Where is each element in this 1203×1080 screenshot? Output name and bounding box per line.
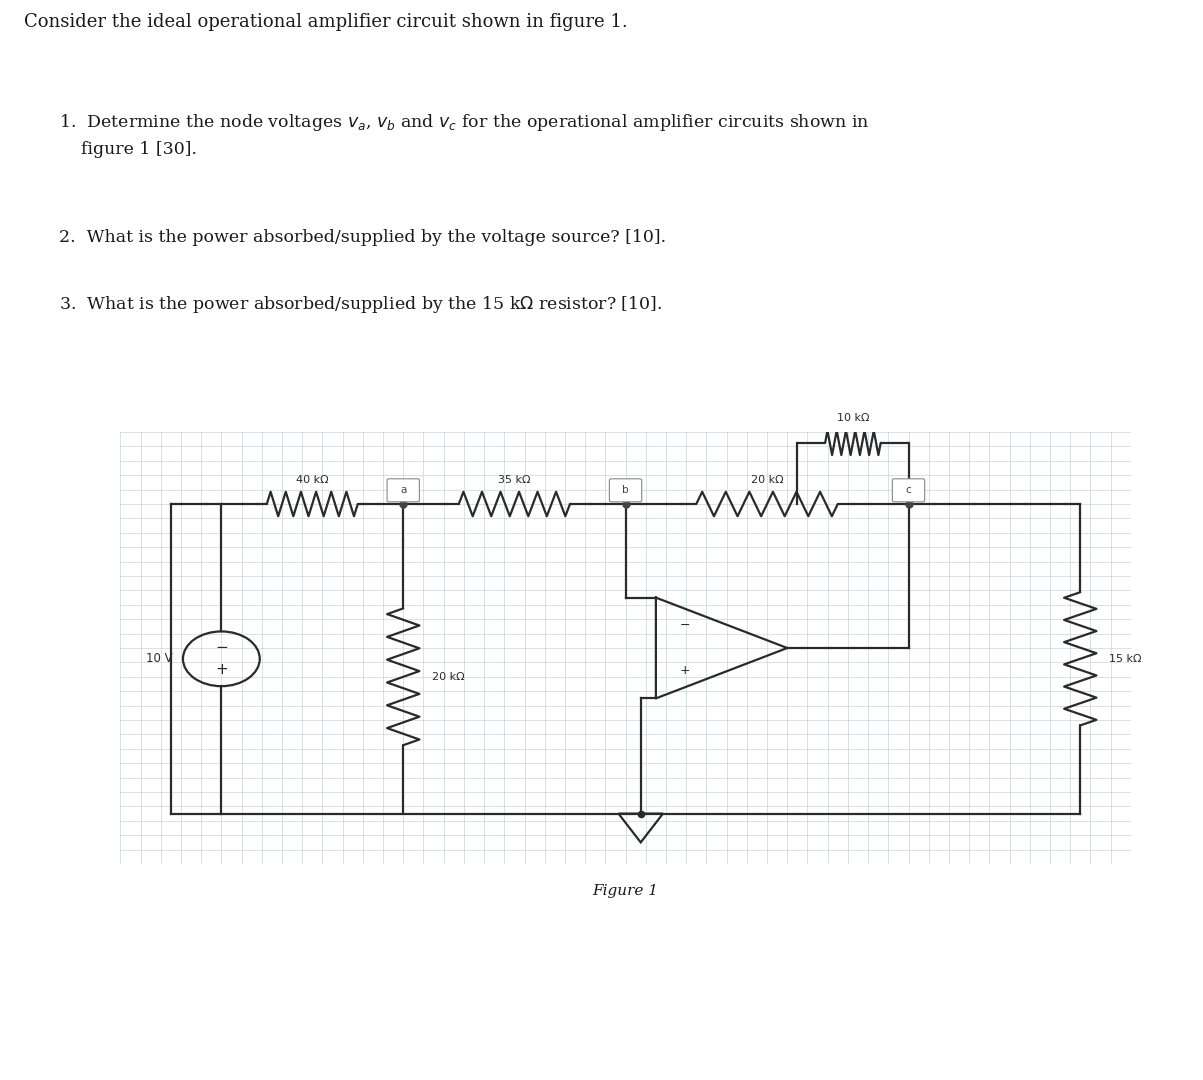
Text: 3.  What is the power absorbed/supplied by the 15 k$\Omega$ resistor? [10].: 3. What is the power absorbed/supplied b… xyxy=(59,294,662,314)
Text: Figure 1: Figure 1 xyxy=(593,885,658,897)
Text: c: c xyxy=(906,485,912,496)
Text: Consider the ideal operational amplifier circuit shown in figure 1.: Consider the ideal operational amplifier… xyxy=(24,13,628,31)
Text: −: − xyxy=(680,619,691,632)
Text: 40 kΩ: 40 kΩ xyxy=(296,474,328,485)
FancyBboxPatch shape xyxy=(387,478,420,502)
Text: b: b xyxy=(622,485,629,496)
Text: 15 kΩ: 15 kΩ xyxy=(1109,653,1142,664)
Text: −: − xyxy=(215,640,227,656)
Text: 2.  What is the power absorbed/supplied by the voltage source? [10].: 2. What is the power absorbed/supplied b… xyxy=(59,229,665,246)
Text: a: a xyxy=(401,485,407,496)
Text: +: + xyxy=(215,662,227,677)
Text: 10 V: 10 V xyxy=(147,652,173,665)
Text: +: + xyxy=(680,664,691,677)
FancyBboxPatch shape xyxy=(610,478,641,502)
Text: 10 kΩ: 10 kΩ xyxy=(836,414,870,423)
FancyBboxPatch shape xyxy=(893,478,925,502)
Text: 20 kΩ: 20 kΩ xyxy=(751,474,783,485)
Text: 1.  Determine the node voltages $v_a$, $v_b$ and $v_c$ for the operational ampli: 1. Determine the node voltages $v_a$, $v… xyxy=(59,112,870,158)
Text: 35 kΩ: 35 kΩ xyxy=(498,474,531,485)
Text: 20 kΩ: 20 kΩ xyxy=(432,672,464,681)
